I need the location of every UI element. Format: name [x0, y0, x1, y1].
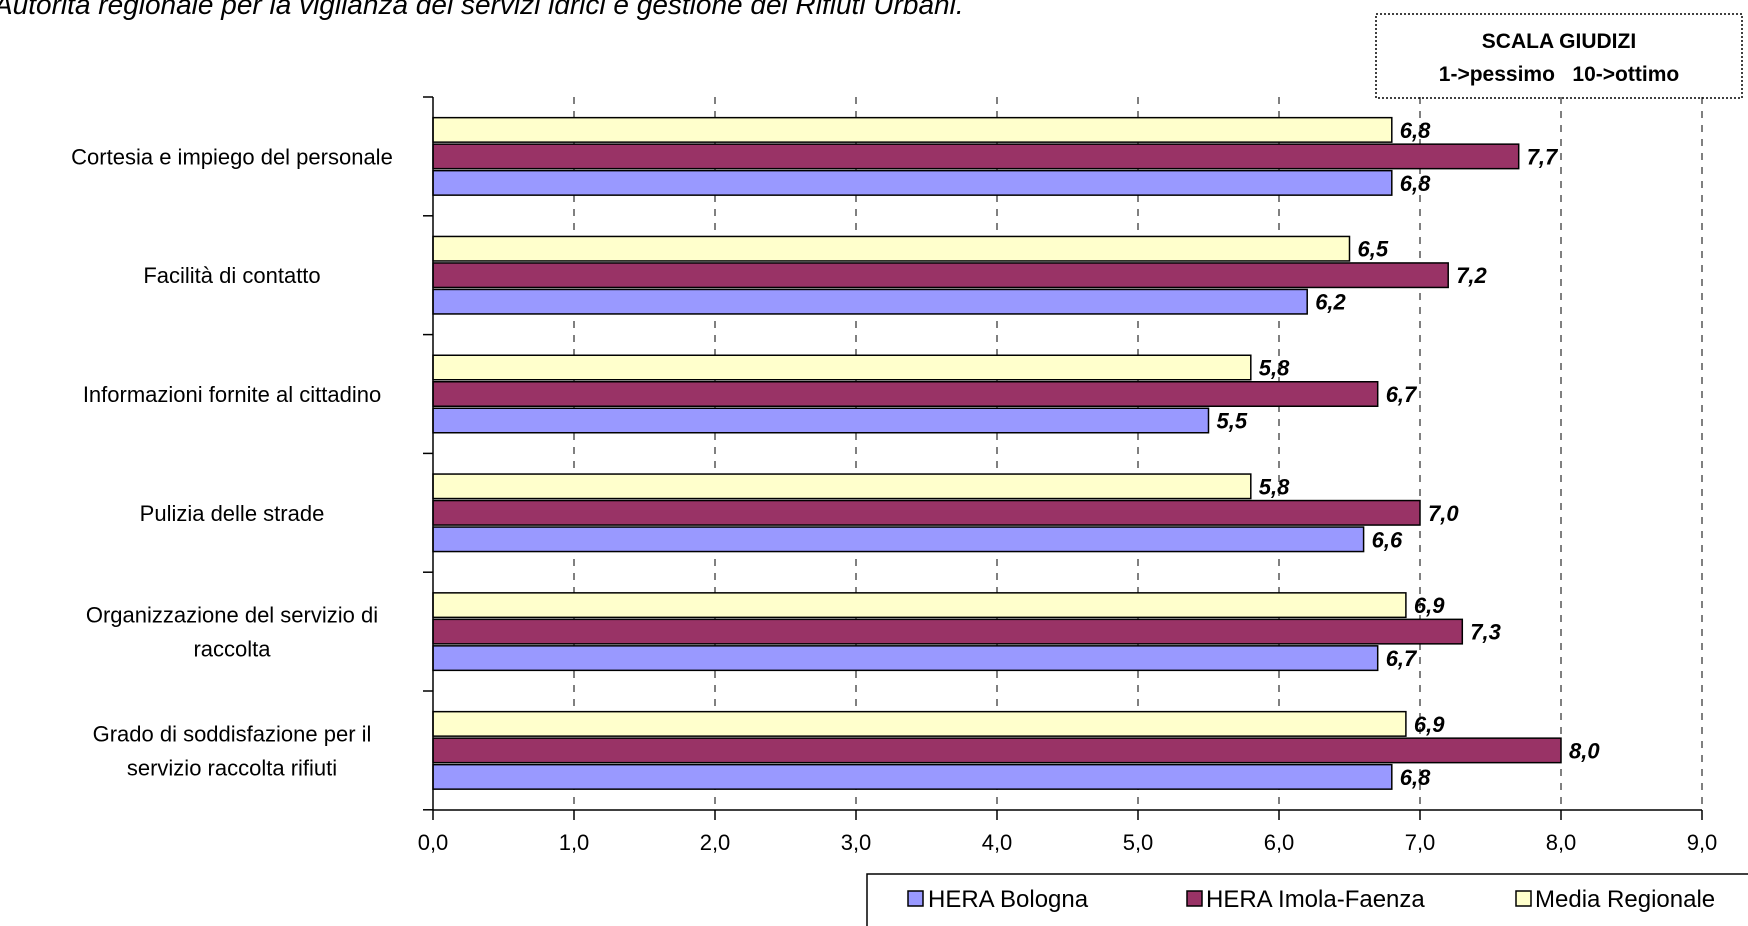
- bar-hera-imola-faenza: [432, 381, 1379, 407]
- value-label-media-regionale: 6,9: [1414, 712, 1445, 737]
- x-tick-label: 6,0: [1264, 830, 1295, 855]
- bar-hera-imola-faenza: [432, 737, 1562, 764]
- bar-hera-bologna: [432, 407, 1210, 434]
- value-label-hera-bologna: 6,8: [1400, 171, 1431, 196]
- legend-swatch-hera-imola-faenza: [1186, 890, 1203, 907]
- bars: [432, 116, 1562, 790]
- value-label-media-regionale: 6,8: [1400, 118, 1431, 143]
- bar-hera-bologna: [432, 763, 1393, 790]
- bar-hera-imola-faenza: [432, 143, 1520, 170]
- bar-media-regionale: [432, 235, 1351, 262]
- value-label-hera-imola-faenza: 7,7: [1527, 144, 1559, 169]
- value-label-hera-bologna: 6,8: [1400, 765, 1431, 790]
- value-label-media-regionale: 5,8: [1259, 356, 1290, 381]
- legend-swatch-media-regionale: [1515, 890, 1532, 907]
- x-tick-label: 1,0: [559, 830, 590, 855]
- bar-media-regionale: [432, 116, 1393, 143]
- bar-hera-bologna: [432, 645, 1379, 672]
- value-label-hera-imola-faenza: 7,0: [1428, 501, 1459, 526]
- value-label-hera-bologna: 6,2: [1315, 290, 1346, 315]
- value-label-hera-imola-faenza: 6,7: [1386, 382, 1418, 407]
- category-label: Cortesia e impiego del personale: [71, 144, 393, 169]
- legend: HERA Bologna HERA Imola-Faenza Media Reg…: [866, 873, 1748, 926]
- legend-label-hera-bologna: HERA Bologna: [928, 886, 1089, 913]
- x-tick-label: 0,0: [418, 830, 449, 855]
- scale-box: SCALA GIUDIZI 1->pessimo 10->ottimo: [1375, 13, 1743, 99]
- value-label-media-regionale: 6,9: [1414, 593, 1445, 618]
- bar-hera-imola-faenza: [432, 262, 1449, 289]
- category-label: Pulizia delle strade: [140, 501, 325, 526]
- value-label-media-regionale: 5,8: [1259, 474, 1290, 499]
- x-tick-label: 5,0: [1123, 830, 1154, 855]
- bar-media-regionale: [432, 592, 1407, 619]
- value-labels: 6,8 7,7 6,8 6,5 7,2 6,2 5,8 6,7 5,5 5,8 7,0 6,6 6,9 7…: [1217, 118, 1601, 790]
- value-label-hera-bologna: 6,6: [1372, 527, 1403, 552]
- bar-hera-imola-faenza: [432, 499, 1421, 526]
- x-tick-label: 2,0: [700, 830, 731, 855]
- legend-swatch-hera-bologna: [907, 890, 924, 907]
- value-label-media-regionale: 6,5: [1358, 237, 1389, 262]
- legend-frame: [866, 873, 1748, 926]
- value-label-hera-imola-faenza: 7,2: [1456, 263, 1487, 288]
- axes: [423, 96, 1703, 820]
- x-tick-label: 9,0: [1687, 830, 1718, 855]
- value-label-hera-bologna: 6,7: [1386, 646, 1418, 671]
- scale-box-frame: [1375, 13, 1743, 99]
- scale-box-title: SCALA GIUDIZI: [1482, 30, 1636, 53]
- category-label: Grado di soddisfazione per il servizio ra…: [93, 721, 372, 780]
- x-tick-label: 8,0: [1546, 830, 1577, 855]
- legend-label-hera-imola-faenza: HERA Imola-Faenza: [1206, 886, 1425, 913]
- category-label: Organizzazione del servizio di raccolta: [86, 603, 378, 662]
- bar-hera-bologna: [432, 526, 1365, 553]
- category-label: Informazioni fornite al cittadino: [83, 382, 381, 407]
- value-label-hera-imola-faenza: 8,0: [1569, 738, 1600, 763]
- value-label-hera-bologna: 5,5: [1217, 409, 1248, 434]
- x-tick-label: 4,0: [982, 830, 1013, 855]
- category-label: Facilità di contatto: [143, 263, 320, 288]
- bar-hera-imola-faenza: [432, 618, 1464, 645]
- value-label-hera-imola-faenza: 7,3: [1470, 620, 1501, 645]
- bar-media-regionale: [432, 354, 1252, 381]
- legend-label-media-regionale: Media Regionale: [1535, 886, 1715, 913]
- tick-labels: 0,0 1,0 2,0 3,0 4,0 5,0 6,0 7,0 8,0 9,0: [418, 830, 1718, 855]
- bar-media-regionale: [432, 710, 1407, 737]
- x-tick-label: 3,0: [841, 830, 872, 855]
- x-tick-label: 7,0: [1405, 830, 1436, 855]
- bar-hera-bologna: [432, 288, 1308, 315]
- bar-media-regionale: [432, 473, 1252, 500]
- bar-hera-bologna: [432, 169, 1393, 196]
- category-labels: Cortesia e impiego del personale Facilità…: [71, 144, 393, 780]
- chart-title: Autorità regionale per la vigilanza dei …: [0, 0, 964, 20]
- grid: [573, 97, 1703, 810]
- scale-box-legend: 1->pessimo 10->ottimo: [1439, 63, 1679, 86]
